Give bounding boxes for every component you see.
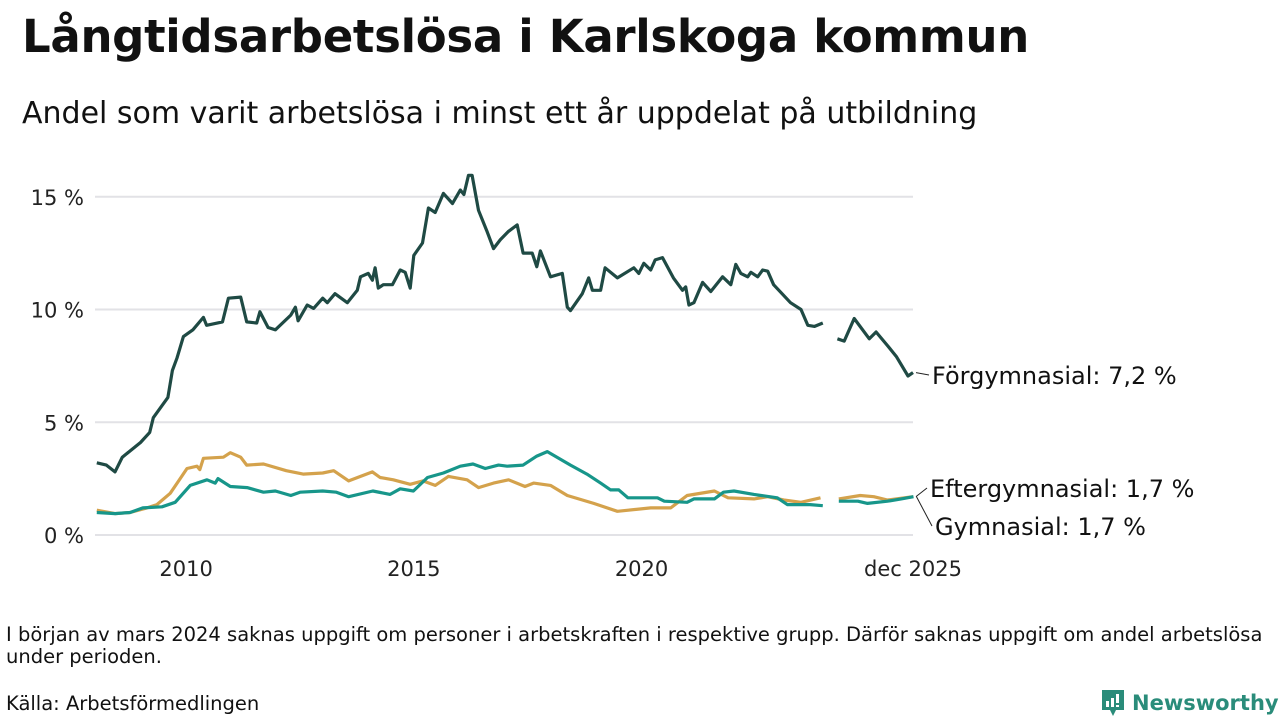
- label-leader-line: [915, 372, 930, 376]
- x-tick-label: 2015: [387, 557, 440, 581]
- chart-subtitle: Andel som varit arbetslösa i minst ett å…: [22, 96, 978, 131]
- y-tick-label: 0 %: [44, 524, 84, 548]
- series-line-förgymnasial: [96, 173, 914, 474]
- logo-text: Newsworthy: [1132, 691, 1279, 715]
- line-chart: 0 % 5 % 10 % 15 % 2010 2015 2020 dec 2025 Förgy…: [31, 173, 1194, 581]
- logo-icon: [1102, 690, 1124, 716]
- series-label: Eftergymnasial: 1,7 %: [930, 475, 1194, 503]
- y-tick-label: 10 %: [31, 299, 84, 323]
- label-leader-line: [915, 487, 928, 498]
- x-tick-label: dec 2025: [864, 557, 962, 581]
- x-tick-label: 2010: [159, 557, 212, 581]
- series-line-gymnasial: [96, 450, 914, 516]
- series-label: Gymnasial: 1,7 %: [935, 513, 1146, 541]
- chart-title: Långtidsarbetslösa i Karlskoga kommun: [22, 10, 1029, 63]
- newsworthy-logo[interactable]: Newsworthy: [1100, 688, 1279, 718]
- footnote: I början av mars 2024 saknas uppgift om …: [6, 623, 1263, 668]
- y-tick-label: 5 %: [44, 411, 84, 435]
- source-text: Källa: Arbetsförmedlingen: [6, 692, 260, 715]
- label-leader-line: [916, 496, 933, 527]
- x-tick-label: 2020: [615, 557, 668, 581]
- y-tick-label: 15 %: [31, 186, 84, 210]
- series-label: Förgymnasial: 7,2 %: [932, 362, 1177, 390]
